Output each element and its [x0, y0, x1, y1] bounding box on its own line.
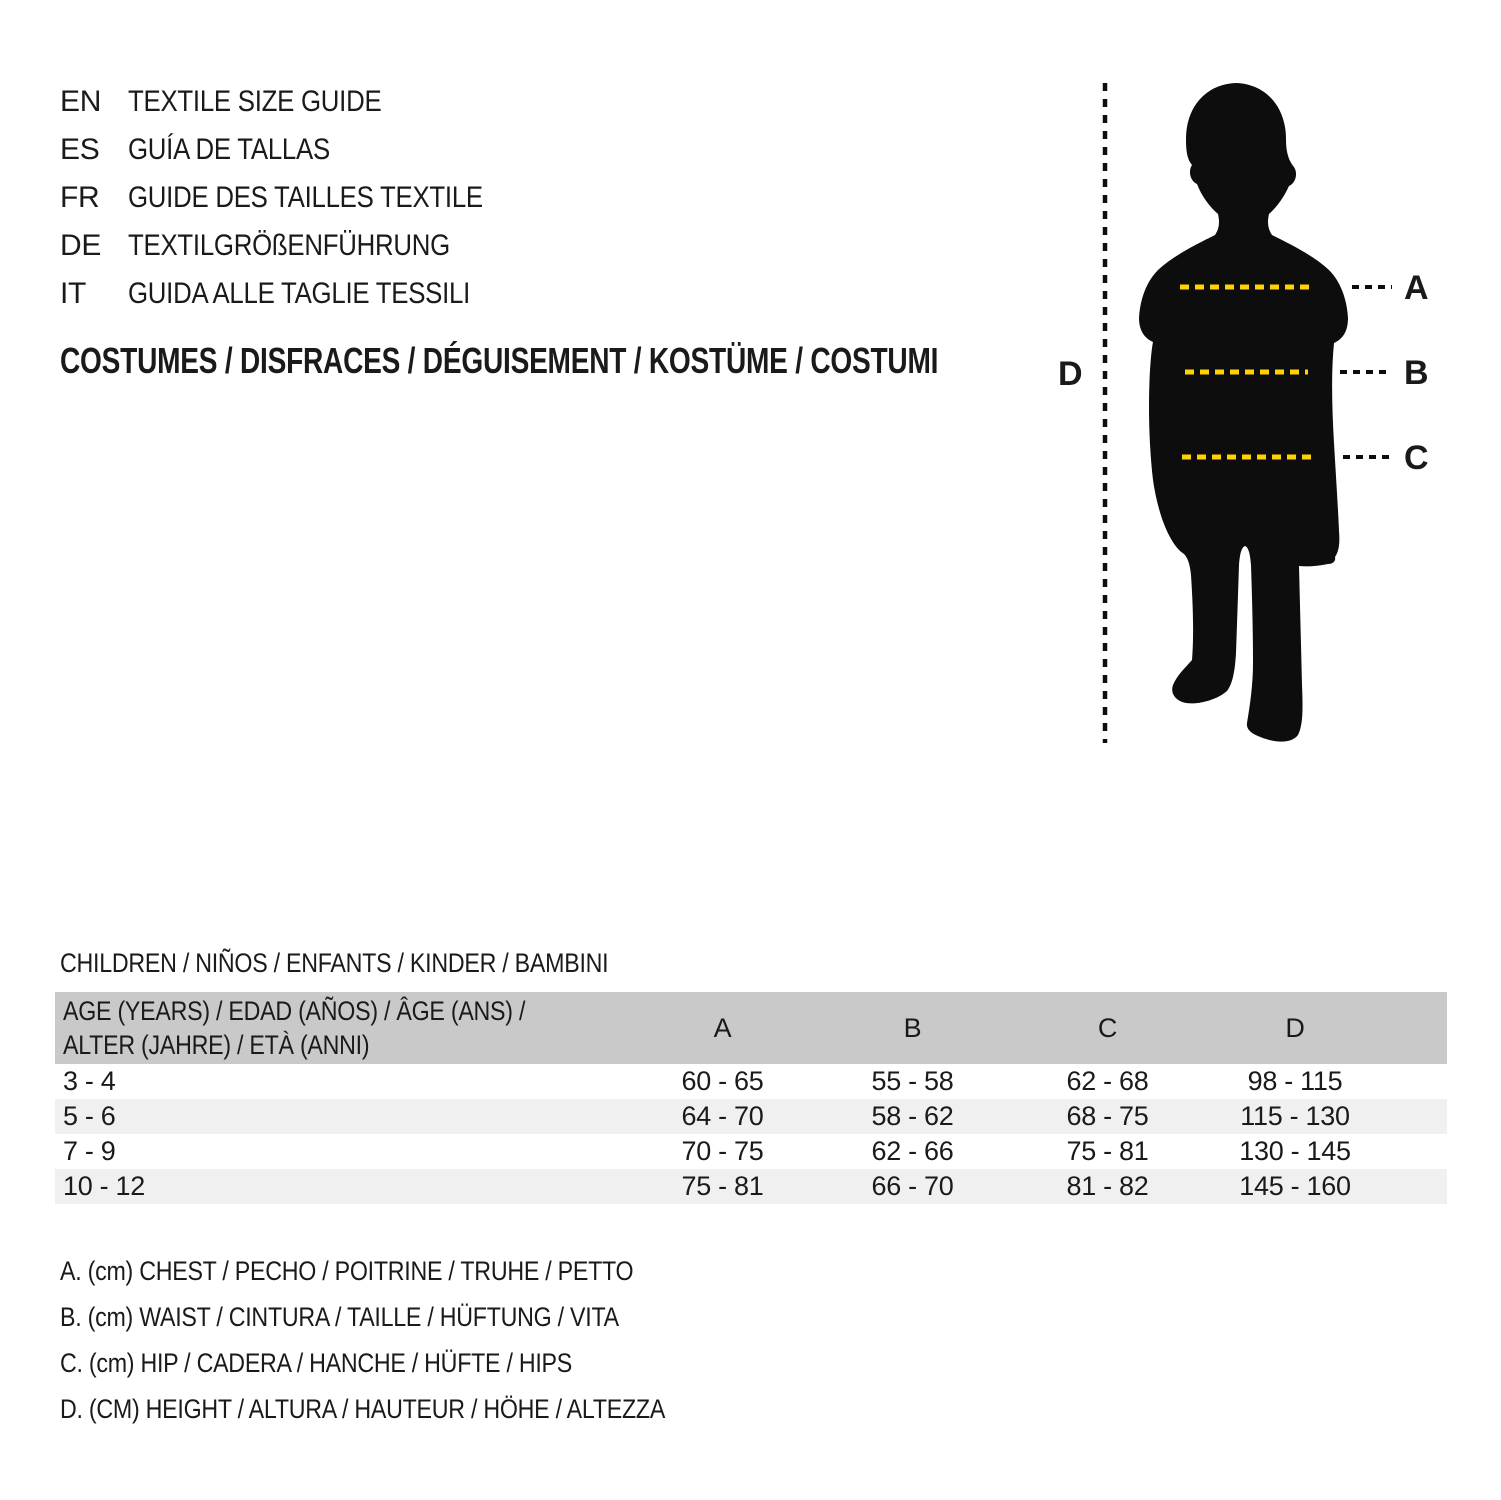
waist-label: B — [1404, 354, 1428, 392]
age-cell: 5 - 6 — [63, 1101, 116, 1131]
table-row: 7 - 9 70 - 75 62 - 66 75 - 81 130 - 145 — [55, 1134, 1447, 1169]
language-title: GUIDA ALLE TAGLIE TESSILI — [128, 277, 471, 310]
table-row: 10 - 12 75 - 81 66 - 70 81 - 82 145 - 16… — [55, 1169, 1447, 1204]
category-line: COSTUMES / DISFRACES / DÉGUISEMENT / KOS… — [60, 340, 1186, 382]
language-title: GUIDE DES TAILLES TEXTILE — [128, 181, 483, 214]
column-header-d: D — [1285, 1012, 1305, 1043]
column-header-c: C — [1097, 1012, 1118, 1043]
age-cell: 3 - 4 — [63, 1066, 116, 1096]
chest-cell: 60 - 65 — [681, 1066, 764, 1096]
waist-cell: 55 - 58 — [871, 1066, 954, 1096]
height-cell: 130 - 145 — [1239, 1136, 1351, 1166]
age-cell: 10 - 12 — [63, 1171, 145, 1201]
language-row-es: ES GUÍA DE TALLAS — [60, 126, 541, 174]
column-header-a: A — [713, 1012, 732, 1043]
chest-cell: 70 - 75 — [681, 1136, 764, 1166]
legend-item-waist: B. (cm) WAIST / CINTURA / TAILLE / HÜFTU… — [60, 1294, 764, 1340]
category-line-text: COSTUMES / DISFRACES / DÉGUISEMENT / KOS… — [60, 340, 939, 381]
language-row-de: DE TEXTILGRÖßENFÜHRUNG — [60, 222, 541, 270]
section-heading-text: CHILDREN / NIÑOS / ENFANTS / KINDER / BA… — [60, 948, 609, 978]
height-cell: 145 - 160 — [1239, 1171, 1351, 1201]
language-list: EN TEXTILE SIZE GUIDE ES GUÍA DE TALLAS … — [60, 78, 541, 318]
language-title: TEXTILE SIZE GUIDE — [128, 85, 382, 118]
table-header-row: AGE (YEARS) / EDAD (AÑOS) / ÂGE (ANS) / … — [55, 992, 1447, 1064]
legend-text: D. (CM) HEIGHT / ALTURA / HAUTEUR / HÖHE… — [60, 1393, 666, 1424]
height-cell: 98 - 115 — [1247, 1066, 1343, 1096]
language-code: ES — [60, 133, 100, 166]
language-title: GUÍA DE TALLAS — [128, 133, 330, 166]
measurement-legend: A. (cm) CHEST / PECHO / POITRINE / TRUHE… — [60, 1248, 764, 1432]
table-row: 3 - 4 60 - 65 55 - 58 62 - 68 98 - 115 — [55, 1064, 1447, 1099]
legend-text: A. (cm) CHEST / PECHO / POITRINE / TRUHE… — [60, 1255, 634, 1286]
column-header-b: B — [903, 1012, 922, 1043]
legend-item-hip: C. (cm) HIP / CADERA / HANCHE / HÜFTE / … — [60, 1340, 764, 1386]
hip-cell: 75 - 81 — [1066, 1136, 1149, 1166]
legend-item-chest: A. (cm) CHEST / PECHO / POITRINE / TRUHE… — [60, 1248, 764, 1294]
children-size-table: AGE (YEARS) / EDAD (AÑOS) / ÂGE (ANS) / … — [55, 992, 1447, 1204]
chest-label: A — [1404, 269, 1428, 307]
language-code: EN — [60, 85, 102, 118]
waist-cell: 58 - 62 — [871, 1101, 954, 1131]
age-cell: 7 - 9 — [63, 1136, 116, 1166]
age-header-line2: ALTER (JAHRE) / ETÀ (ANNI) — [63, 1030, 370, 1060]
height-label: D — [1058, 355, 1082, 393]
hip-cell: 62 - 68 — [1066, 1066, 1149, 1096]
age-header-line1: AGE (YEARS) / EDAD (AÑOS) / ÂGE (ANS) / — [63, 996, 526, 1026]
table-row: 5 - 6 64 - 70 58 - 62 68 - 75 115 - 130 — [55, 1099, 1447, 1134]
child-silhouette-icon — [1139, 83, 1348, 742]
section-heading-children: CHILDREN / NIÑOS / ENFANTS / KINDER / BA… — [60, 948, 698, 979]
language-row-en: EN TEXTILE SIZE GUIDE — [60, 78, 541, 126]
legend-text: C. (cm) HIP / CADERA / HANCHE / HÜFTE / … — [60, 1347, 573, 1378]
legend-item-height: D. (CM) HEIGHT / ALTURA / HAUTEUR / HÖHE… — [60, 1386, 764, 1432]
height-cell: 115 - 130 — [1240, 1101, 1350, 1131]
language-code: DE — [60, 229, 102, 262]
hip-cell: 68 - 75 — [1066, 1101, 1149, 1131]
age-column-header: AGE (YEARS) / EDAD (AÑOS) / ÂGE (ANS) / … — [55, 994, 615, 1062]
measurement-figure: A B C D — [1040, 75, 1470, 775]
chest-cell: 64 - 70 — [681, 1101, 764, 1131]
chest-cell: 75 - 81 — [681, 1171, 764, 1201]
language-code: IT — [60, 277, 87, 310]
waist-cell: 66 - 70 — [871, 1171, 954, 1201]
language-row-fr: FR GUIDE DES TAILLES TEXTILE — [60, 174, 541, 222]
legend-text: B. (cm) WAIST / CINTURA / TAILLE / HÜFTU… — [60, 1301, 619, 1332]
hip-label: C — [1404, 439, 1428, 477]
language-code: FR — [60, 181, 100, 214]
hip-cell: 81 - 82 — [1066, 1171, 1149, 1201]
language-title: TEXTILGRÖßENFÜHRUNG — [128, 229, 450, 262]
waist-cell: 62 - 66 — [871, 1136, 954, 1166]
language-row-it: IT GUIDA ALLE TAGLIE TESSILI — [60, 270, 541, 318]
child-silhouette-diagram: A B C D — [1058, 83, 1429, 743]
